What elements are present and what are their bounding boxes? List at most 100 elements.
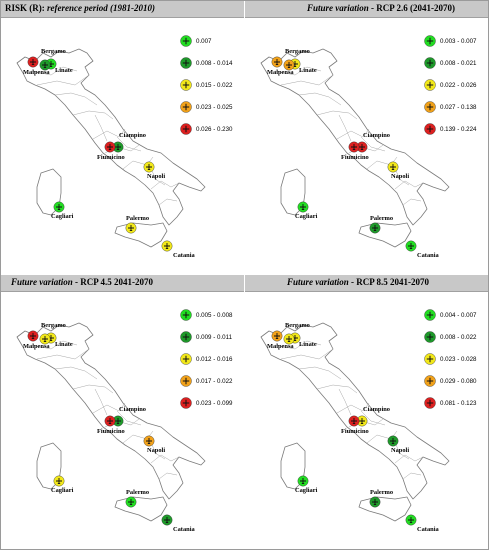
- italy-map: [16, 48, 206, 248]
- airport-marker-palermo: Palermo: [369, 489, 393, 508]
- region-border: [280, 74, 334, 86]
- airport-marker-cagliari: Cagliari: [295, 475, 318, 494]
- airport-name: Fiumicino: [341, 154, 369, 161]
- plane-icon: [182, 377, 190, 385]
- airport-marker-cagliari: Cagliari: [51, 475, 74, 494]
- legend-label: 0.081 - 0.123: [440, 400, 477, 407]
- map-panel-reference: 0.007 0.008 - 0.014 0.015 - 0.022 0.023 - 0…: [1, 1, 244, 275]
- legend-entry: 0.008 - 0.021: [424, 57, 477, 69]
- plane-icon: [56, 204, 62, 211]
- region-border: [366, 430, 398, 444]
- region-border: [338, 114, 352, 142]
- airport-name: Ciampino: [363, 406, 390, 413]
- airport-name: Ciampino: [119, 406, 146, 413]
- airport-name: Bergamo: [41, 322, 66, 329]
- airport-name: Napoli: [147, 447, 165, 454]
- plane-icon: [426, 399, 434, 407]
- italy-map: [16, 322, 206, 522]
- region-border: [122, 156, 154, 170]
- title-bold: RISK (R):: [5, 3, 47, 13]
- airport-marker-malpensa: Malpensa: [267, 56, 294, 76]
- region-border: [402, 198, 422, 206]
- airport-name: Cagliari: [295, 213, 318, 220]
- airport-marker-malpensa: Malpensa: [23, 56, 50, 76]
- airport-name: Napoli: [391, 447, 409, 454]
- plane-icon: [274, 333, 280, 340]
- airport-marker-catania: Catania: [405, 240, 439, 259]
- region-border: [94, 114, 108, 142]
- legend-entry: 0.029 - 0.080: [424, 375, 477, 387]
- panel-header: Future variation - RCP 4.5 2041-2070: [1, 275, 244, 292]
- legend-label: 0.008 - 0.022: [440, 334, 477, 341]
- legend-entry: 0.081 - 0.123: [424, 397, 477, 409]
- plane-icon: [426, 333, 434, 341]
- airport-marker-catania: Catania: [161, 514, 195, 533]
- region-border: [280, 348, 334, 360]
- plane-icon: [300, 204, 306, 211]
- legend-entry: 0.003 - 0.007: [424, 35, 477, 47]
- plane-icon: [426, 355, 434, 363]
- airport-name: Bergamo: [41, 48, 66, 55]
- airport-name: Palermo: [126, 489, 149, 496]
- region-border: [336, 128, 370, 140]
- region-border: [30, 340, 78, 350]
- plane-icon: [164, 243, 170, 250]
- plane-icon: [42, 62, 48, 69]
- region-border: [298, 92, 342, 106]
- region-border: [360, 410, 386, 426]
- legend-entry: 0.012 - 0.016: [180, 353, 233, 365]
- airport-marker-catania: Catania: [161, 240, 195, 259]
- airport-marker-linate: Linate: [283, 333, 317, 348]
- airport-marker-napoli: Napoli: [143, 161, 165, 180]
- legend-label: 0.004 - 0.007: [440, 312, 477, 319]
- airport-marker-linate: Linate: [39, 59, 73, 74]
- airport-name: Catania: [417, 526, 439, 533]
- legend-entry: 0.009 - 0.011: [180, 331, 233, 343]
- airport-marker-malpensa: Malpensa: [267, 330, 294, 350]
- airport-marker-malpensa: Malpensa: [23, 330, 50, 350]
- airport-marker-napoli: Napoli: [387, 161, 409, 180]
- plane-icon: [164, 517, 170, 524]
- airport-marker-napoli: Napoli: [387, 435, 409, 454]
- airport-name: Linate: [55, 67, 73, 74]
- region-border: [54, 366, 98, 380]
- region-border: [116, 136, 142, 152]
- legend-label: 0.012 - 0.016: [196, 356, 233, 363]
- plane-icon: [182, 125, 190, 133]
- airport-name: Bergamo: [285, 48, 310, 55]
- airport-name: Cagliari: [295, 487, 318, 494]
- airport-marker-palermo: Palermo: [125, 489, 149, 508]
- panel-title: Future variation - RCP 8.5 2041-2070: [287, 277, 429, 287]
- legend-label: 0.015 - 0.022: [196, 82, 233, 89]
- title-italic: Future variation: [307, 3, 369, 13]
- region-border: [36, 348, 90, 360]
- airport-name: Malpensa: [23, 343, 50, 350]
- legend-label: 0.023 - 0.099: [196, 400, 233, 407]
- map-canvas: 0.007 0.008 - 0.014 0.015 - 0.022 0.023 - 0…: [16, 35, 233, 259]
- legend-entry: 0.008 - 0.022: [424, 331, 477, 343]
- plane-icon: [390, 438, 396, 445]
- region-border: [298, 366, 342, 380]
- plane-icon: [426, 377, 434, 385]
- region-border: [394, 180, 424, 190]
- plane-icon: [182, 355, 190, 363]
- legend-entry: 0.139 - 0.224: [424, 123, 477, 135]
- plane-icon: [426, 103, 434, 111]
- region-border: [274, 340, 322, 350]
- legend-label: 0.005 - 0.008: [196, 312, 233, 319]
- plane-icon: [426, 59, 434, 67]
- plane-icon: [426, 125, 434, 133]
- plane-icon: [146, 164, 152, 171]
- plane-icon: [107, 144, 113, 151]
- airport-name: Palermo: [126, 215, 149, 222]
- legend-entry: 0.015 - 0.022: [180, 79, 233, 91]
- legend-label: 0.017 - 0.022: [196, 378, 233, 385]
- panel-header: RISK (R): reference period (1981-2010): [1, 1, 244, 18]
- plane-icon: [182, 37, 190, 45]
- region-border: [122, 430, 154, 444]
- airport-name: Fiumicino: [341, 428, 369, 435]
- airport-name: Catania: [417, 252, 439, 259]
- plane-icon: [128, 225, 134, 232]
- region-border: [116, 410, 142, 426]
